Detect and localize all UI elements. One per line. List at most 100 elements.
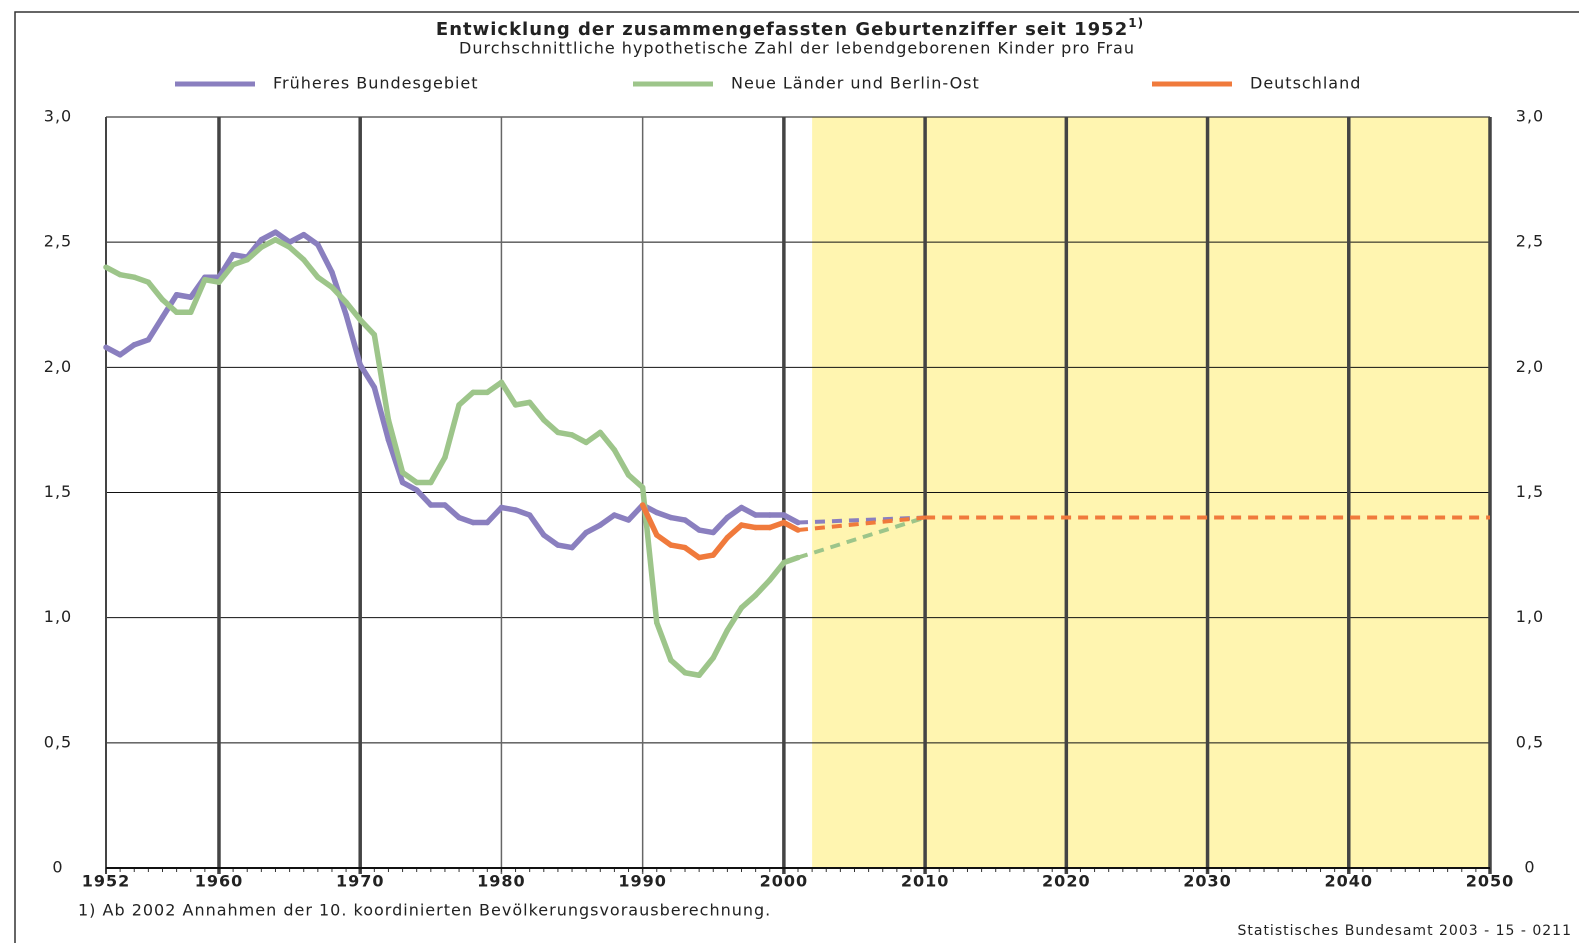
y-tick-label: 0 (52, 858, 63, 877)
line-segment (145, 279, 166, 303)
line-segment (569, 529, 589, 551)
line-segment (371, 332, 392, 423)
x-tick-label: 1960 (195, 872, 244, 891)
line-segment (442, 502, 462, 521)
line-segment (781, 519, 801, 533)
line-segment (300, 231, 321, 248)
x-tick-label: 2050 (1466, 872, 1515, 891)
line-segment (371, 384, 392, 443)
y-tick-label: 2,0 (44, 357, 72, 376)
line-segment (187, 276, 208, 316)
line-segment (315, 274, 335, 290)
line-segment (668, 657, 688, 676)
x-tick-label: 1990 (618, 872, 667, 891)
y-tick-label: 3,0 (44, 107, 72, 126)
line-segment (682, 544, 702, 561)
line-segment (724, 504, 745, 521)
line-segment (329, 284, 349, 305)
line-segment (654, 532, 674, 548)
line-segment (639, 502, 660, 538)
x-tick-label: 1952 (82, 872, 131, 891)
line-segment (343, 299, 363, 323)
line-segment (710, 534, 731, 558)
line-segment (625, 502, 646, 523)
line-segment (583, 429, 604, 446)
y2-tick-label: 2,0 (1516, 357, 1544, 376)
line-segment (159, 296, 180, 316)
y2-tick-label: 1,5 (1516, 482, 1544, 501)
projection-segment (797, 515, 926, 533)
line-segment (343, 312, 363, 368)
line-segment (696, 654, 717, 678)
line-segment (145, 314, 166, 343)
line-segment (625, 472, 646, 491)
x-tick-label: 1980 (477, 872, 526, 891)
line-segment (710, 514, 731, 536)
legend-label: Neue Länder und Berlin-Ost (731, 74, 980, 93)
line-segment (442, 402, 462, 461)
line-segment (526, 512, 547, 538)
line-segment (682, 517, 702, 533)
line-segment (216, 251, 236, 280)
y-tick-label: 1,0 (44, 607, 72, 626)
line-segment (357, 362, 378, 391)
y2-tick-label: 3,0 (1516, 107, 1544, 126)
line-segment (286, 244, 307, 263)
line-segment (117, 342, 137, 358)
line-segment (781, 512, 801, 526)
line-segment (357, 317, 378, 338)
line-segment (272, 229, 293, 245)
x-tick-label: 2040 (1325, 872, 1374, 891)
y-tick-label: 1,5 (44, 482, 72, 501)
y-tick-label: 2,5 (44, 232, 72, 251)
line-segment (526, 399, 547, 423)
x-tick-label: 2010 (901, 872, 950, 891)
source: Statistisches Bundesamt 2003 - 15 - 0211 (1237, 923, 1572, 939)
line-segment (300, 256, 321, 280)
line-segment (484, 504, 505, 526)
line-segment (399, 469, 420, 486)
x-tick-label: 1970 (336, 872, 385, 891)
y2-tick-label: 2,5 (1516, 232, 1544, 251)
y2-tick-label: 0 (1524, 858, 1535, 877)
line-segment (724, 604, 745, 633)
line-segment (385, 417, 406, 476)
line-segment (428, 454, 448, 486)
line-segment (597, 512, 618, 528)
line-segment (597, 429, 618, 453)
legend-label: Deutschland (1250, 74, 1361, 93)
footnote: 1) Ab 2002 Annahmen der 10. koordinierte… (78, 901, 771, 920)
line-segment (484, 379, 505, 396)
y-tick-label: 0,5 (44, 732, 72, 751)
line-segment (541, 532, 561, 548)
line-segment (244, 244, 265, 263)
y2-tick-label: 1,0 (1516, 607, 1544, 626)
line-segment (752, 577, 773, 598)
line-segment (498, 379, 519, 408)
line-segment (738, 592, 759, 611)
frame (14, 11, 1579, 943)
line-segment (315, 241, 335, 275)
legend-label: Früheres Bundesgebiet (273, 74, 479, 93)
line-segment (724, 522, 745, 541)
subtitle: Durchschnittliche hypothetische Zahl der… (459, 39, 1135, 58)
line-segment (413, 487, 434, 508)
line-segment (216, 261, 236, 285)
y2-tick-label: 0,5 (1516, 732, 1544, 751)
x-tick-label: 2000 (760, 872, 809, 891)
line-segment (611, 447, 632, 478)
title-note: 1) (1128, 16, 1144, 30)
x-tick-label: 2020 (1042, 872, 1091, 891)
title-text: Entwicklung der zusammengefassten Geburt… (436, 19, 1128, 40)
line-segment (710, 627, 731, 661)
projection-segment (797, 515, 926, 560)
x-tick-label: 2030 (1183, 872, 1232, 891)
line-segment (456, 389, 476, 408)
line-segment (385, 437, 406, 486)
chart-title: Entwicklung der zusammengefassten Geburt… (436, 16, 1144, 41)
line-segment (781, 554, 801, 566)
line-segment (654, 619, 674, 663)
line-segment (541, 417, 561, 436)
line-segment (767, 559, 787, 583)
